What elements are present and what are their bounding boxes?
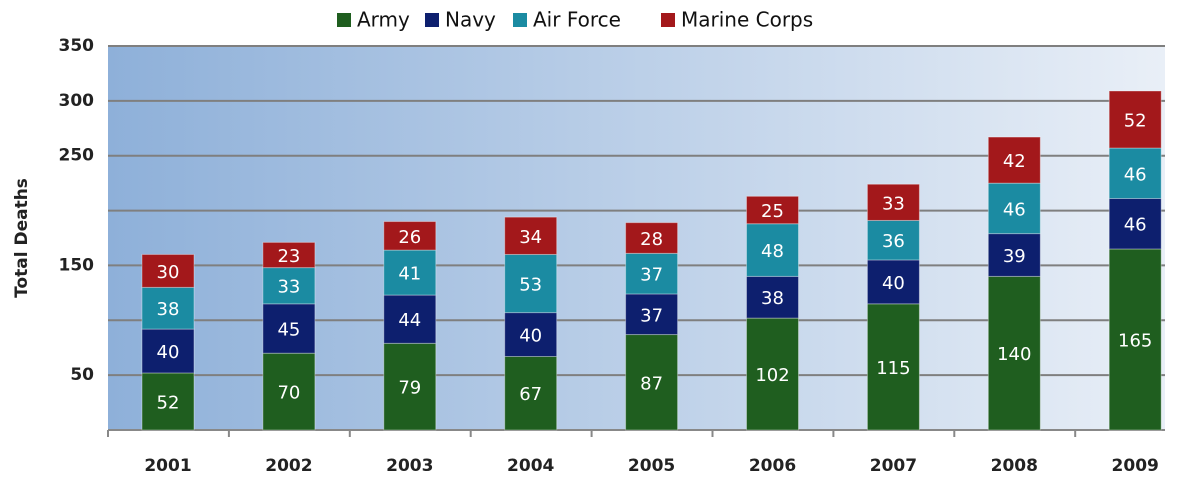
data-label: 67 — [519, 384, 542, 405]
bar-segment — [504, 216, 558, 255]
bar-segment — [746, 195, 799, 225]
data-label: 46 — [1003, 199, 1026, 220]
data-label: 52 — [157, 392, 180, 413]
data-label: 41 — [398, 264, 421, 285]
data-label: 33 — [882, 193, 905, 214]
bar-segment — [262, 267, 316, 305]
data-label: 115 — [876, 358, 910, 379]
bar-segment — [987, 136, 1041, 184]
legend-label: Army — [357, 8, 410, 32]
x-tick-label: 2008 — [991, 456, 1038, 476]
x-tick-label: 2005 — [628, 456, 675, 476]
bar-segment — [625, 222, 679, 254]
x-tick-label: 2009 — [1112, 456, 1159, 476]
bar-segment — [866, 303, 920, 431]
data-label: 26 — [398, 227, 421, 248]
bar-segment — [746, 317, 799, 431]
bar-segment — [141, 328, 195, 374]
legend-swatch — [425, 13, 439, 27]
data-label: 36 — [882, 231, 905, 252]
data-label: 45 — [277, 320, 300, 341]
legend-swatch — [513, 13, 527, 27]
bar-segment — [141, 372, 195, 431]
data-label: 46 — [1124, 164, 1147, 185]
y-axis-title: Total Deaths — [12, 178, 32, 298]
data-label: 46 — [1124, 215, 1147, 236]
bar-segment — [746, 223, 799, 277]
x-tick-label: 2001 — [144, 456, 191, 476]
data-label: 52 — [1124, 111, 1147, 132]
data-label: 165 — [1118, 330, 1152, 351]
x-tick-label: 2007 — [870, 456, 917, 476]
bar-segment — [866, 259, 920, 305]
bar-segment — [504, 253, 558, 314]
data-label: 38 — [157, 299, 180, 320]
data-label: 25 — [761, 201, 784, 222]
bar-segment — [1108, 248, 1162, 431]
data-label: 30 — [157, 262, 180, 283]
data-label: 37 — [640, 305, 663, 326]
bar-segment — [262, 303, 316, 354]
data-label: 48 — [761, 241, 784, 262]
x-tick-label: 2004 — [507, 456, 554, 476]
bar-segment — [383, 294, 437, 344]
data-label: 102 — [755, 365, 789, 386]
x-tick-label: 2002 — [265, 456, 312, 476]
bar-segment — [987, 182, 1041, 235]
bar-segment — [383, 221, 437, 251]
data-label: 79 — [398, 378, 421, 399]
bar-segment — [1108, 147, 1162, 200]
data-label: 44 — [398, 310, 421, 331]
data-label: 37 — [640, 265, 663, 286]
bar-segment — [1108, 198, 1162, 250]
legend-label: Navy — [445, 8, 496, 32]
y-tick-label: 50 — [70, 365, 94, 385]
legend-swatch — [337, 13, 351, 27]
data-label: 28 — [640, 229, 663, 250]
data-label: 140 — [997, 344, 1031, 365]
y-tick-label: 300 — [59, 91, 95, 111]
data-label: 38 — [761, 288, 784, 309]
bar-segment — [866, 183, 920, 221]
data-label: 42 — [1003, 151, 1026, 172]
data-label: 40 — [519, 326, 542, 347]
data-label: 33 — [277, 277, 300, 298]
legend-label: Marine Corps — [681, 8, 813, 32]
x-tick-label: 2006 — [749, 456, 796, 476]
legend-swatch — [661, 13, 675, 27]
bar-segment — [262, 241, 316, 269]
bar-segment — [625, 293, 679, 336]
y-tick-label: 250 — [59, 146, 95, 166]
bar-segment — [141, 253, 195, 288]
data-label: 70 — [277, 383, 300, 404]
y-tick-label: 150 — [59, 255, 95, 275]
data-label: 40 — [882, 273, 905, 294]
y-tick-label: 350 — [59, 36, 95, 56]
data-label: 87 — [640, 373, 663, 394]
bar-segment — [262, 352, 316, 431]
x-tick-label: 2003 — [386, 456, 433, 476]
data-label: 53 — [519, 275, 542, 296]
bar-segment — [866, 219, 920, 261]
bar-segment — [1108, 90, 1162, 149]
data-label: 34 — [519, 227, 542, 248]
bar-segment — [625, 334, 679, 431]
data-label: 23 — [277, 246, 300, 267]
bar-segment — [504, 312, 558, 357]
data-label: 40 — [157, 342, 180, 363]
bar-segment — [987, 233, 1041, 277]
data-label: 39 — [1003, 246, 1026, 267]
legend-label: Air Force — [533, 8, 621, 32]
bar-segment — [746, 275, 799, 319]
bar-segment — [383, 342, 437, 431]
